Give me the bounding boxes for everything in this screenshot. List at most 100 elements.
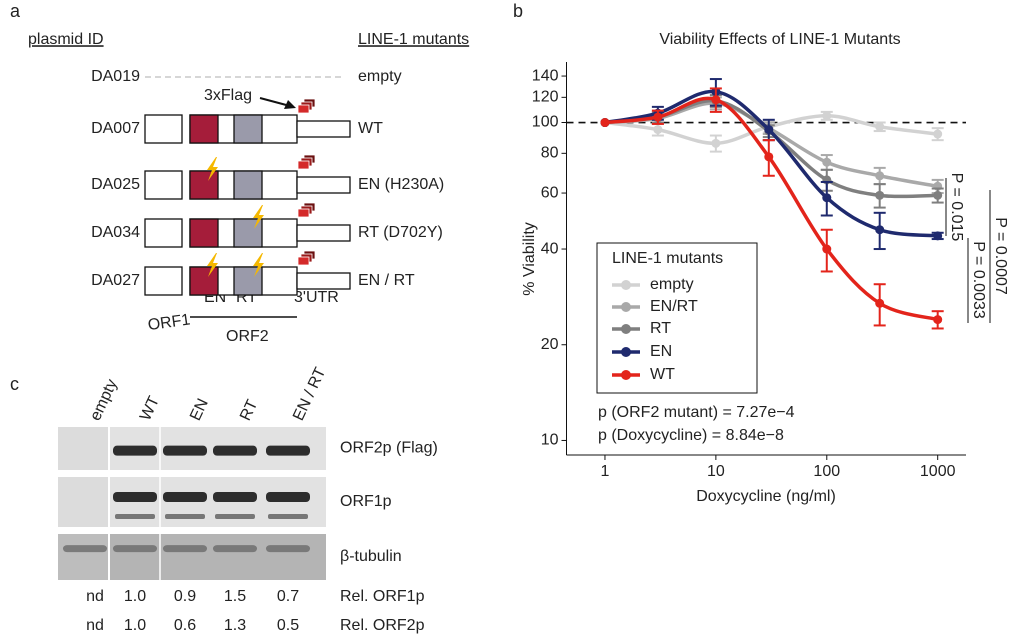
- quant-value: 0.7: [277, 588, 299, 605]
- data-point: [875, 171, 885, 181]
- blot-label: ORF2p (Flag): [340, 440, 438, 457]
- en-domain: [189, 114, 219, 144]
- legend-title: LINE-1 mutants: [612, 250, 723, 267]
- x-tick-label: 1: [601, 463, 610, 480]
- data-point: [764, 125, 774, 135]
- rt-domain: [233, 170, 263, 200]
- header: LINE-1 mutants: [358, 31, 469, 48]
- rt-domain: [233, 114, 263, 144]
- flag-tag: [297, 104, 310, 114]
- blot-label: β-tubulin: [340, 548, 402, 565]
- en-domain: [189, 266, 219, 296]
- quant-value: 1.0: [124, 617, 146, 634]
- band: [113, 545, 157, 553]
- legend-label: RT: [650, 320, 671, 337]
- band: [163, 492, 207, 502]
- blot-strip: [58, 427, 108, 470]
- band: [213, 445, 257, 456]
- data-point: [933, 129, 943, 139]
- data-point: [933, 231, 943, 241]
- band: [213, 492, 257, 502]
- quant-value: 0.9: [174, 588, 196, 605]
- orf1-box: [144, 218, 183, 248]
- en-domain: [189, 170, 219, 200]
- flag-tag: [297, 160, 310, 170]
- band: [163, 445, 207, 456]
- chart-title: Viability Effects of LINE-1 Mutants: [659, 31, 900, 48]
- quant-value: 1.0: [124, 588, 146, 605]
- quant-value: 1.5: [224, 588, 246, 605]
- p-value: P = 0.015: [948, 173, 965, 242]
- y-axis-label: % Viability: [521, 222, 538, 296]
- p-value: P = 0.0007: [992, 217, 1009, 295]
- legend-label: EN: [650, 343, 672, 360]
- data-point: [875, 298, 885, 308]
- legend-box: [596, 242, 758, 394]
- lane-label: RT: [237, 397, 261, 423]
- data-point: [653, 125, 663, 135]
- y-tick-label: 20: [541, 336, 559, 353]
- blot-strip: [58, 534, 108, 580]
- part-label: 3'UTR: [294, 289, 339, 306]
- quant-value: nd: [86, 588, 104, 605]
- y-tick-label: 80: [541, 145, 559, 162]
- data-point: [875, 190, 885, 200]
- quant-value: 0.5: [277, 617, 299, 634]
- x-tick-label: 10: [707, 463, 725, 480]
- blot-strip: [58, 477, 108, 527]
- orf1-box: [144, 170, 183, 200]
- data-point: [875, 122, 885, 132]
- x-tick-label: 1000: [920, 463, 956, 480]
- band: [268, 514, 308, 519]
- legend-label: EN/RT: [650, 298, 698, 315]
- mutant-label: EN / RT: [358, 272, 415, 289]
- panel-letter: c: [10, 374, 19, 394]
- data-point: [711, 95, 721, 105]
- band: [115, 514, 155, 519]
- lane-label: empty: [87, 377, 121, 424]
- data-point: [653, 112, 663, 122]
- data-point: [822, 157, 832, 167]
- legend-swatch: [621, 347, 631, 357]
- band: [215, 514, 255, 519]
- data-point: [600, 118, 610, 128]
- band: [163, 545, 207, 553]
- mutant-label: RT (D702Y): [358, 224, 443, 241]
- mutant-label: empty: [358, 68, 402, 85]
- quant-label: Rel. ORF2p: [340, 617, 425, 634]
- flag-label: 3xFlag: [204, 87, 252, 104]
- utr-box: [296, 272, 351, 290]
- utr-box: [296, 224, 351, 242]
- band: [165, 514, 205, 519]
- band: [266, 545, 310, 553]
- plasmid-id: DA007: [91, 120, 140, 137]
- data-point: [875, 225, 885, 235]
- data-point: [764, 152, 774, 162]
- plasmid-id: DA027: [91, 272, 140, 289]
- en-domain: [189, 218, 219, 248]
- annotation: p (Doxycycline) = 8.84e−8: [598, 427, 784, 444]
- legend-swatch: [621, 302, 631, 312]
- header: plasmid ID: [28, 31, 104, 48]
- legend-label: WT: [650, 366, 675, 383]
- mutation-bolt: [253, 205, 264, 229]
- blot-strip: [110, 534, 326, 580]
- mutation-bolt: [207, 253, 218, 277]
- y-tick-label: 60: [541, 184, 559, 201]
- y-tick-label: 100: [532, 114, 559, 131]
- band: [266, 445, 310, 456]
- lane-label: EN: [187, 396, 212, 423]
- band: [63, 545, 107, 553]
- mutant-label: EN (H230A): [358, 176, 444, 193]
- plasmid-id: DA019: [91, 68, 140, 85]
- orf1-box: [144, 266, 183, 296]
- data-point: [933, 315, 943, 325]
- quant-label: Rel. ORF1p: [340, 588, 425, 605]
- flag-tag: [297, 256, 310, 266]
- y-tick-label: 10: [541, 432, 559, 449]
- mutation-bolt: [207, 157, 218, 181]
- y-tick-label: 120: [532, 89, 559, 106]
- quant-value: nd: [86, 617, 104, 634]
- panel-letter: b: [513, 1, 523, 21]
